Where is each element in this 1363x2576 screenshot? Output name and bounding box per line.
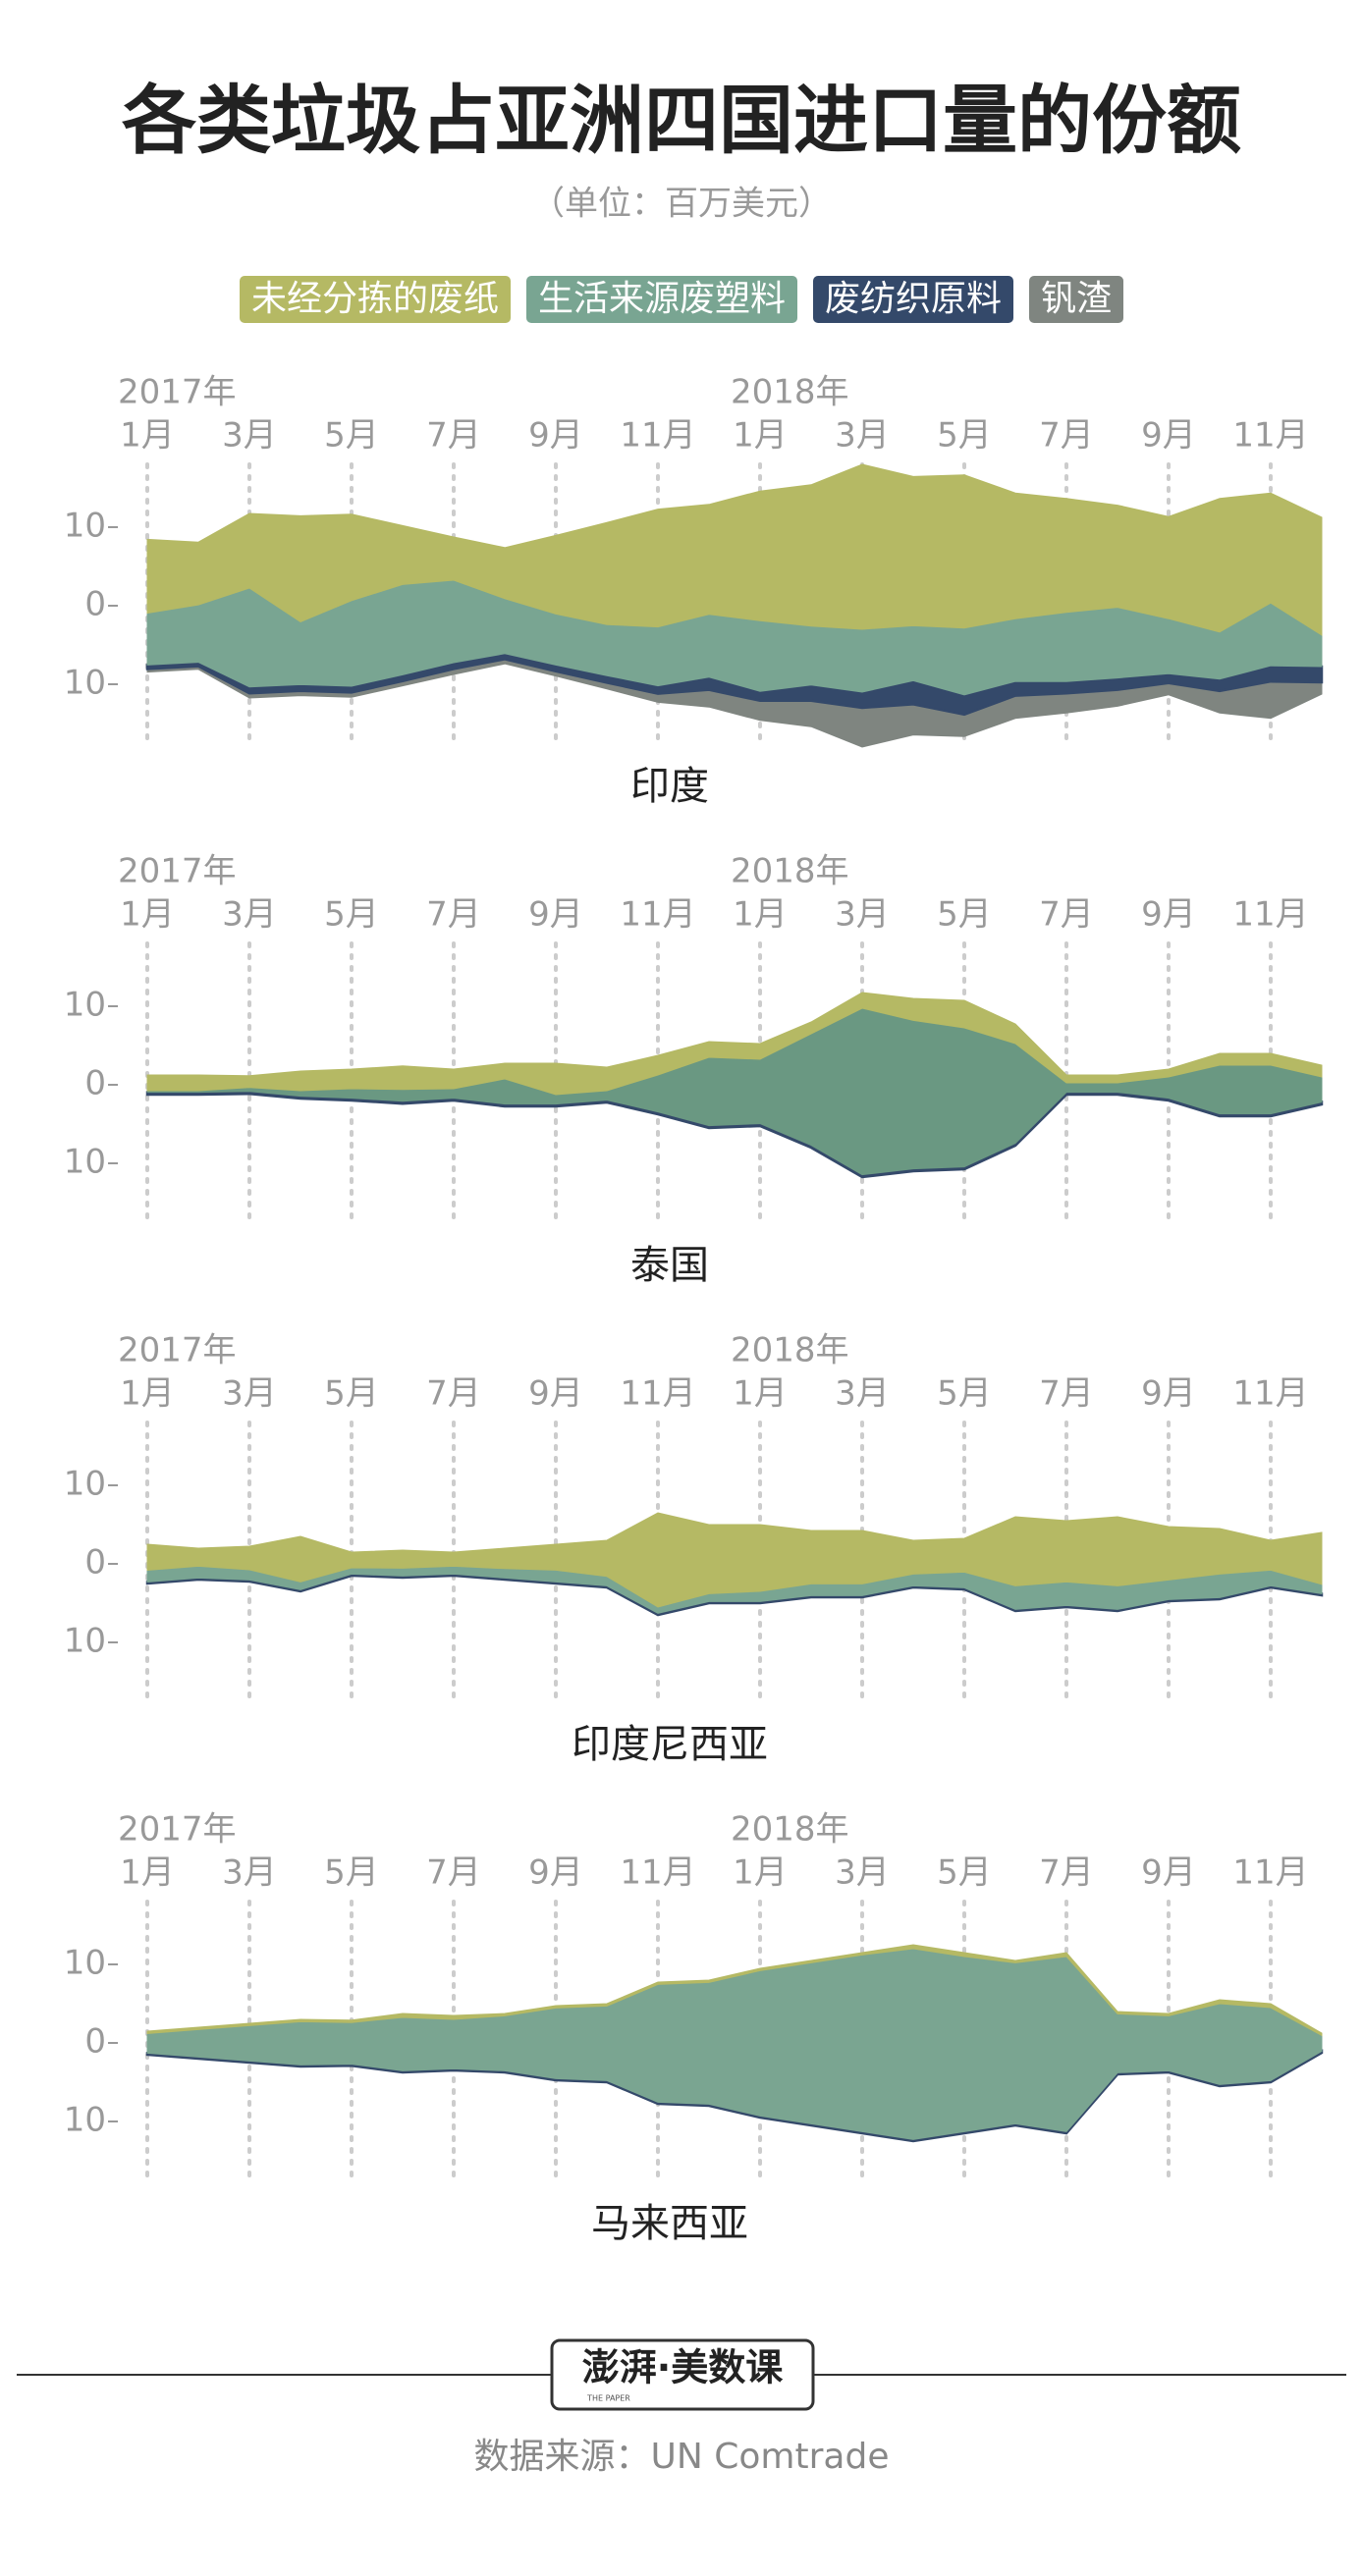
y-tick-label: 10: [64, 1944, 106, 1983]
x-tick-label: 5月: [937, 1374, 992, 1414]
x-tick-label: 5月: [324, 1853, 379, 1893]
x-tick-label: 1月: [120, 1853, 175, 1893]
x-tick-label: 1月: [733, 1374, 788, 1414]
panel-title: 泰国: [630, 1243, 709, 1288]
legend-swatch: [1029, 276, 1123, 323]
stream-area: [146, 1944, 1323, 2037]
y-tick-label: 10: [64, 1143, 106, 1182]
x-tick-label: 1月: [120, 1374, 175, 1414]
x-tick-label: 9月: [528, 416, 583, 456]
x-tick-label: 7月: [1039, 1374, 1094, 1414]
x-tick-label: 11月: [620, 1374, 695, 1414]
year-label: 2017年: [118, 1810, 237, 1850]
legend-label: 未经分拣的废纸: [251, 279, 499, 319]
x-tick-label: 1月: [733, 416, 788, 456]
x-tick-label: 7月: [1039, 416, 1094, 456]
page-title: 各类垃圾占亚洲四国进口量的份额: [122, 77, 1241, 164]
y-tick-label: 10: [64, 2101, 106, 2140]
legend-swatch: [813, 276, 1013, 323]
x-tick-label: 1月: [120, 416, 175, 456]
x-tick-label: 7月: [426, 416, 481, 456]
logo-text: 澎湃·美数课: [582, 2346, 783, 2389]
year-label: 2018年: [731, 373, 849, 412]
legend-swatch: [526, 276, 797, 323]
x-tick-label: 11月: [620, 895, 695, 935]
x-tick-label: 11月: [1232, 416, 1308, 456]
x-tick-label: 7月: [1039, 895, 1094, 935]
x-tick-label: 7月: [426, 1374, 481, 1414]
y-tick-label: 10: [64, 507, 106, 546]
panel-title: 印度尼西亚: [572, 1722, 768, 1767]
panel-title: 印度: [630, 764, 709, 809]
legend-label: 钒渣: [1041, 279, 1112, 319]
x-tick-label: 5月: [324, 416, 379, 456]
legend-swatch: [240, 276, 511, 323]
x-tick-label: 1月: [733, 895, 788, 935]
year-label: 2018年: [731, 1331, 849, 1370]
stream-area: [146, 1512, 1323, 1608]
legend-label: 生活来源废塑料: [538, 279, 786, 319]
x-tick-label: 9月: [1141, 895, 1196, 935]
y-tick-label: 10: [64, 1465, 106, 1504]
x-tick-label: 11月: [1232, 895, 1308, 935]
x-tick-label: 5月: [937, 895, 992, 935]
x-tick-label: 3月: [835, 416, 890, 456]
x-tick-label: 1月: [733, 1853, 788, 1893]
year-label: 2018年: [731, 852, 849, 891]
x-tick-label: 7月: [426, 895, 481, 935]
legend-label: 废纺织原料: [825, 279, 1002, 319]
year-label: 2017年: [118, 373, 237, 412]
logo-box: [550, 2338, 815, 2411]
x-tick-label: 11月: [620, 416, 695, 456]
x-tick-label: 7月: [426, 1853, 481, 1893]
x-tick-label: 3月: [222, 416, 277, 456]
y-tick-label: 10: [64, 1622, 106, 1661]
y-tick-label: 10: [64, 986, 106, 1025]
x-tick-label: 3月: [835, 1853, 890, 1893]
x-tick-label: 11月: [1232, 1374, 1308, 1414]
year-label: 2018年: [731, 1810, 849, 1850]
panel-title: 马来西亚: [591, 2201, 748, 2246]
x-tick-label: 3月: [222, 1853, 277, 1893]
year-label: 2017年: [118, 852, 237, 891]
y-tick-label: 0: [84, 2022, 106, 2062]
y-tick-label: 0: [84, 1064, 106, 1103]
x-tick-label: 3月: [222, 895, 277, 935]
x-tick-label: 9月: [1141, 1853, 1196, 1893]
logo-subtext: THE PAPER: [586, 2394, 630, 2403]
x-tick-label: 5月: [324, 895, 379, 935]
x-tick-label: 9月: [528, 1853, 583, 1893]
stream-area: [146, 463, 1323, 636]
x-tick-label: 11月: [620, 1853, 695, 1893]
x-tick-label: 3月: [835, 1374, 890, 1414]
x-tick-label: 3月: [222, 1374, 277, 1414]
year-label: 2017年: [118, 1331, 237, 1370]
y-tick-label: 0: [84, 1543, 106, 1583]
stream-area: [146, 1007, 1323, 1176]
stream-area: [146, 992, 1323, 1096]
x-tick-label: 9月: [528, 1374, 583, 1414]
x-tick-label: 7月: [1039, 1853, 1094, 1893]
x-tick-label: 5月: [324, 1374, 379, 1414]
subtitle: （单位：百万美元）: [531, 185, 832, 224]
x-tick-label: 1月: [120, 895, 175, 935]
x-tick-label: 9月: [1141, 416, 1196, 456]
x-tick-label: 9月: [1141, 1374, 1196, 1414]
x-tick-label: 11月: [1232, 1853, 1308, 1893]
x-tick-label: 9月: [528, 895, 583, 935]
x-tick-label: 3月: [835, 895, 890, 935]
x-tick-label: 5月: [937, 1853, 992, 1893]
x-tick-label: 5月: [937, 416, 992, 456]
y-tick-label: 10: [64, 664, 106, 703]
y-tick-label: 0: [84, 585, 106, 624]
source: 数据来源：UN Comtrade: [474, 2437, 890, 2477]
